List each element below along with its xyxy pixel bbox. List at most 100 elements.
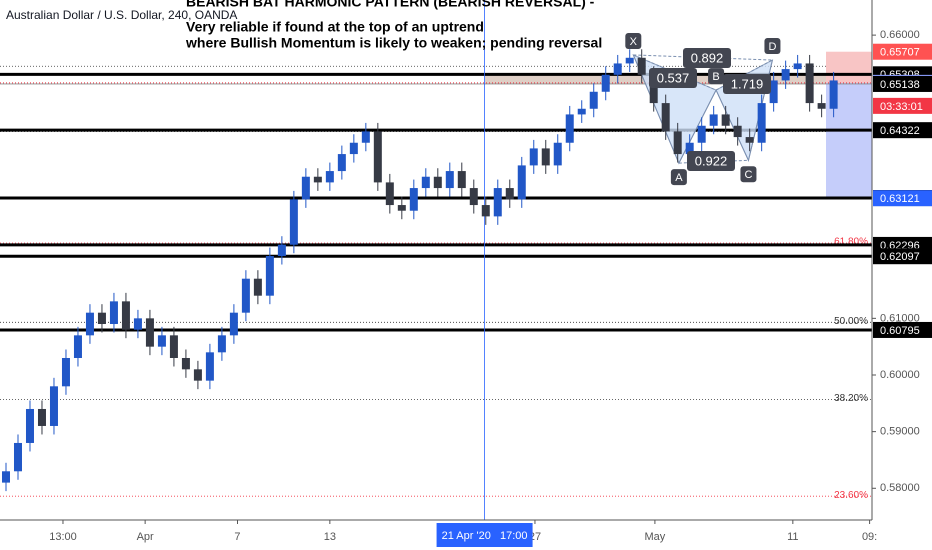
ratio-label: 0.892	[691, 50, 724, 65]
point-badge	[625, 32, 642, 49]
candle-body	[121, 301, 130, 330]
candle-body	[589, 91, 598, 109]
candle-body	[61, 357, 70, 387]
fib-label: 23.60%	[834, 490, 868, 501]
countdown-tag	[873, 97, 932, 114]
plot-area: 88.60%78.60%61.80%50.00%38.20%23.60%XABC…	[0, 0, 872, 520]
point-badge	[764, 38, 781, 55]
candle-body	[49, 386, 58, 426]
ratio-badge	[687, 151, 735, 171]
candle-body	[529, 148, 538, 166]
candle-body	[481, 205, 490, 217]
candle-body	[469, 188, 478, 206]
candle-body	[505, 188, 514, 200]
time-axis	[0, 520, 872, 550]
candle-body	[625, 57, 634, 64]
y-tick-label: 0.58000	[880, 482, 920, 494]
chart-title: BEARISH BAT HARMONIC PATTERN (BEARISH RE…	[186, 0, 595, 10]
pattern-leg	[633, 54, 773, 61]
candle-body	[361, 131, 370, 143]
price-tag	[873, 43, 932, 60]
candle-body	[145, 318, 154, 347]
price-tag	[873, 248, 932, 265]
candle-body	[1, 471, 10, 483]
ratio-label: 0.922	[695, 153, 728, 168]
candle-body	[637, 57, 646, 75]
candle-body	[685, 142, 694, 155]
candle-body	[109, 301, 118, 325]
price-tag-label: 0.62097	[880, 251, 920, 263]
candle-body	[733, 125, 742, 138]
price-tag-label: 0.63121	[880, 193, 920, 205]
candle-body	[385, 182, 394, 206]
point-label: B	[712, 71, 719, 83]
price-tag-label: 0.65138	[880, 79, 920, 91]
candle-body	[649, 74, 658, 104]
candle-body	[313, 176, 322, 183]
candle-body	[265, 256, 274, 296]
candle-body	[253, 278, 262, 296]
candle-body	[541, 148, 550, 166]
candle-body	[769, 80, 778, 104]
candle-body	[721, 114, 730, 126]
x-tick-label: 13	[324, 531, 336, 543]
ratio-badge	[649, 68, 697, 88]
x-tick-label: 13:00	[49, 531, 77, 543]
x-tick-label: 09:	[862, 531, 877, 543]
point-label: A	[675, 172, 683, 184]
y-tick-label: 0.59000	[880, 426, 920, 438]
candle-body	[277, 244, 286, 257]
candle-body	[97, 312, 106, 325]
candle-body	[673, 131, 682, 155]
ratio-badge	[683, 48, 731, 68]
candle-body	[829, 80, 838, 109]
y-tick-label: 0.61000	[880, 312, 920, 324]
ratio-label: 0.537	[657, 70, 690, 85]
candle-body	[433, 176, 442, 189]
candle-body	[421, 176, 430, 189]
point-label: D	[768, 41, 776, 53]
candle-body	[13, 442, 22, 472]
candle-body	[817, 103, 826, 109]
candle-body	[85, 312, 94, 336]
x-tick-label: Apr	[137, 531, 154, 543]
candle-body	[577, 108, 586, 115]
y-tick-label: 0.66000	[880, 29, 920, 41]
candle-body	[217, 335, 226, 353]
candle-body	[325, 171, 334, 183]
point-badge	[708, 68, 725, 85]
fib-label: 50.00%	[834, 316, 868, 327]
candle-body	[757, 103, 766, 143]
candle-body	[169, 335, 178, 358]
point-label: X	[630, 36, 638, 48]
candle-body	[745, 137, 754, 143]
x-tick-label: 11	[787, 531, 798, 543]
candle-body	[289, 199, 298, 245]
price-tag	[873, 122, 932, 139]
candle-body	[409, 188, 418, 211]
fib-label: 61.80%	[834, 237, 868, 248]
annotation: where Bullish Momentum is likely to weak…	[185, 35, 602, 51]
x-tick-label: May	[645, 531, 666, 543]
stop-zone	[826, 51, 872, 83]
candle-body	[157, 335, 166, 347]
x-tick-label: 7	[234, 531, 240, 543]
price-tag	[873, 75, 932, 92]
point-label: C	[744, 169, 752, 181]
candle-body	[793, 63, 802, 70]
candle-body	[133, 318, 142, 330]
candle-body	[661, 103, 670, 132]
candle-body	[457, 171, 466, 189]
price-tag	[873, 321, 932, 338]
candle-body	[301, 176, 310, 200]
price-tag	[873, 190, 932, 207]
symbol-header: Australian Dollar / U.S. Dollar, 240, OA…	[6, 8, 237, 22]
candle-body	[493, 188, 502, 217]
candle-body	[553, 142, 562, 166]
candle-body	[205, 352, 214, 381]
crosshair-label: 21 Apr '20 17:00	[442, 530, 528, 542]
candle-body	[697, 125, 706, 143]
candle-body	[613, 63, 622, 75]
candle-body	[445, 171, 454, 189]
